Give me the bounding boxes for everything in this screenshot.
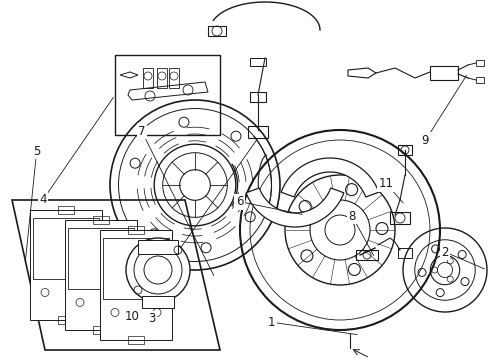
Bar [429, 66, 457, 80]
Text: 9: 9 [421, 134, 428, 147]
Bar [30, 210, 102, 320]
Text: 1: 1 [267, 316, 275, 329]
Bar [58, 206, 74, 214]
Bar [247, 126, 267, 138]
Bar [93, 216, 109, 224]
Text: 6: 6 [235, 195, 243, 208]
Bar [33, 218, 99, 279]
Bar [142, 68, 153, 88]
Bar [157, 68, 167, 88]
Bar [249, 92, 265, 102]
Circle shape [143, 256, 172, 284]
Polygon shape [281, 158, 378, 197]
Bar [128, 336, 143, 344]
Bar [475, 77, 483, 83]
Bar [389, 212, 409, 224]
Bar [142, 296, 174, 308]
Bar [65, 220, 137, 330]
Polygon shape [245, 188, 343, 227]
Bar [68, 228, 134, 288]
Text: 11: 11 [378, 177, 393, 190]
Text: 4: 4 [39, 193, 47, 206]
Bar [115, 55, 220, 135]
Bar [397, 145, 411, 155]
Bar [355, 250, 377, 260]
Text: 7: 7 [138, 125, 145, 138]
Text: 10: 10 [124, 310, 139, 323]
Bar [128, 226, 143, 234]
Text: 5: 5 [33, 145, 41, 158]
Circle shape [126, 238, 190, 302]
Bar [103, 238, 169, 298]
Bar [58, 316, 74, 324]
Bar [169, 68, 179, 88]
Bar [93, 326, 109, 334]
Text: 3: 3 [147, 312, 155, 325]
Bar [138, 240, 178, 254]
Text: 8: 8 [347, 210, 355, 222]
Text: 2: 2 [440, 246, 448, 258]
Bar [249, 58, 265, 66]
Bar [475, 60, 483, 66]
Bar [397, 248, 411, 258]
Bar [207, 26, 225, 36]
Bar [100, 230, 172, 340]
